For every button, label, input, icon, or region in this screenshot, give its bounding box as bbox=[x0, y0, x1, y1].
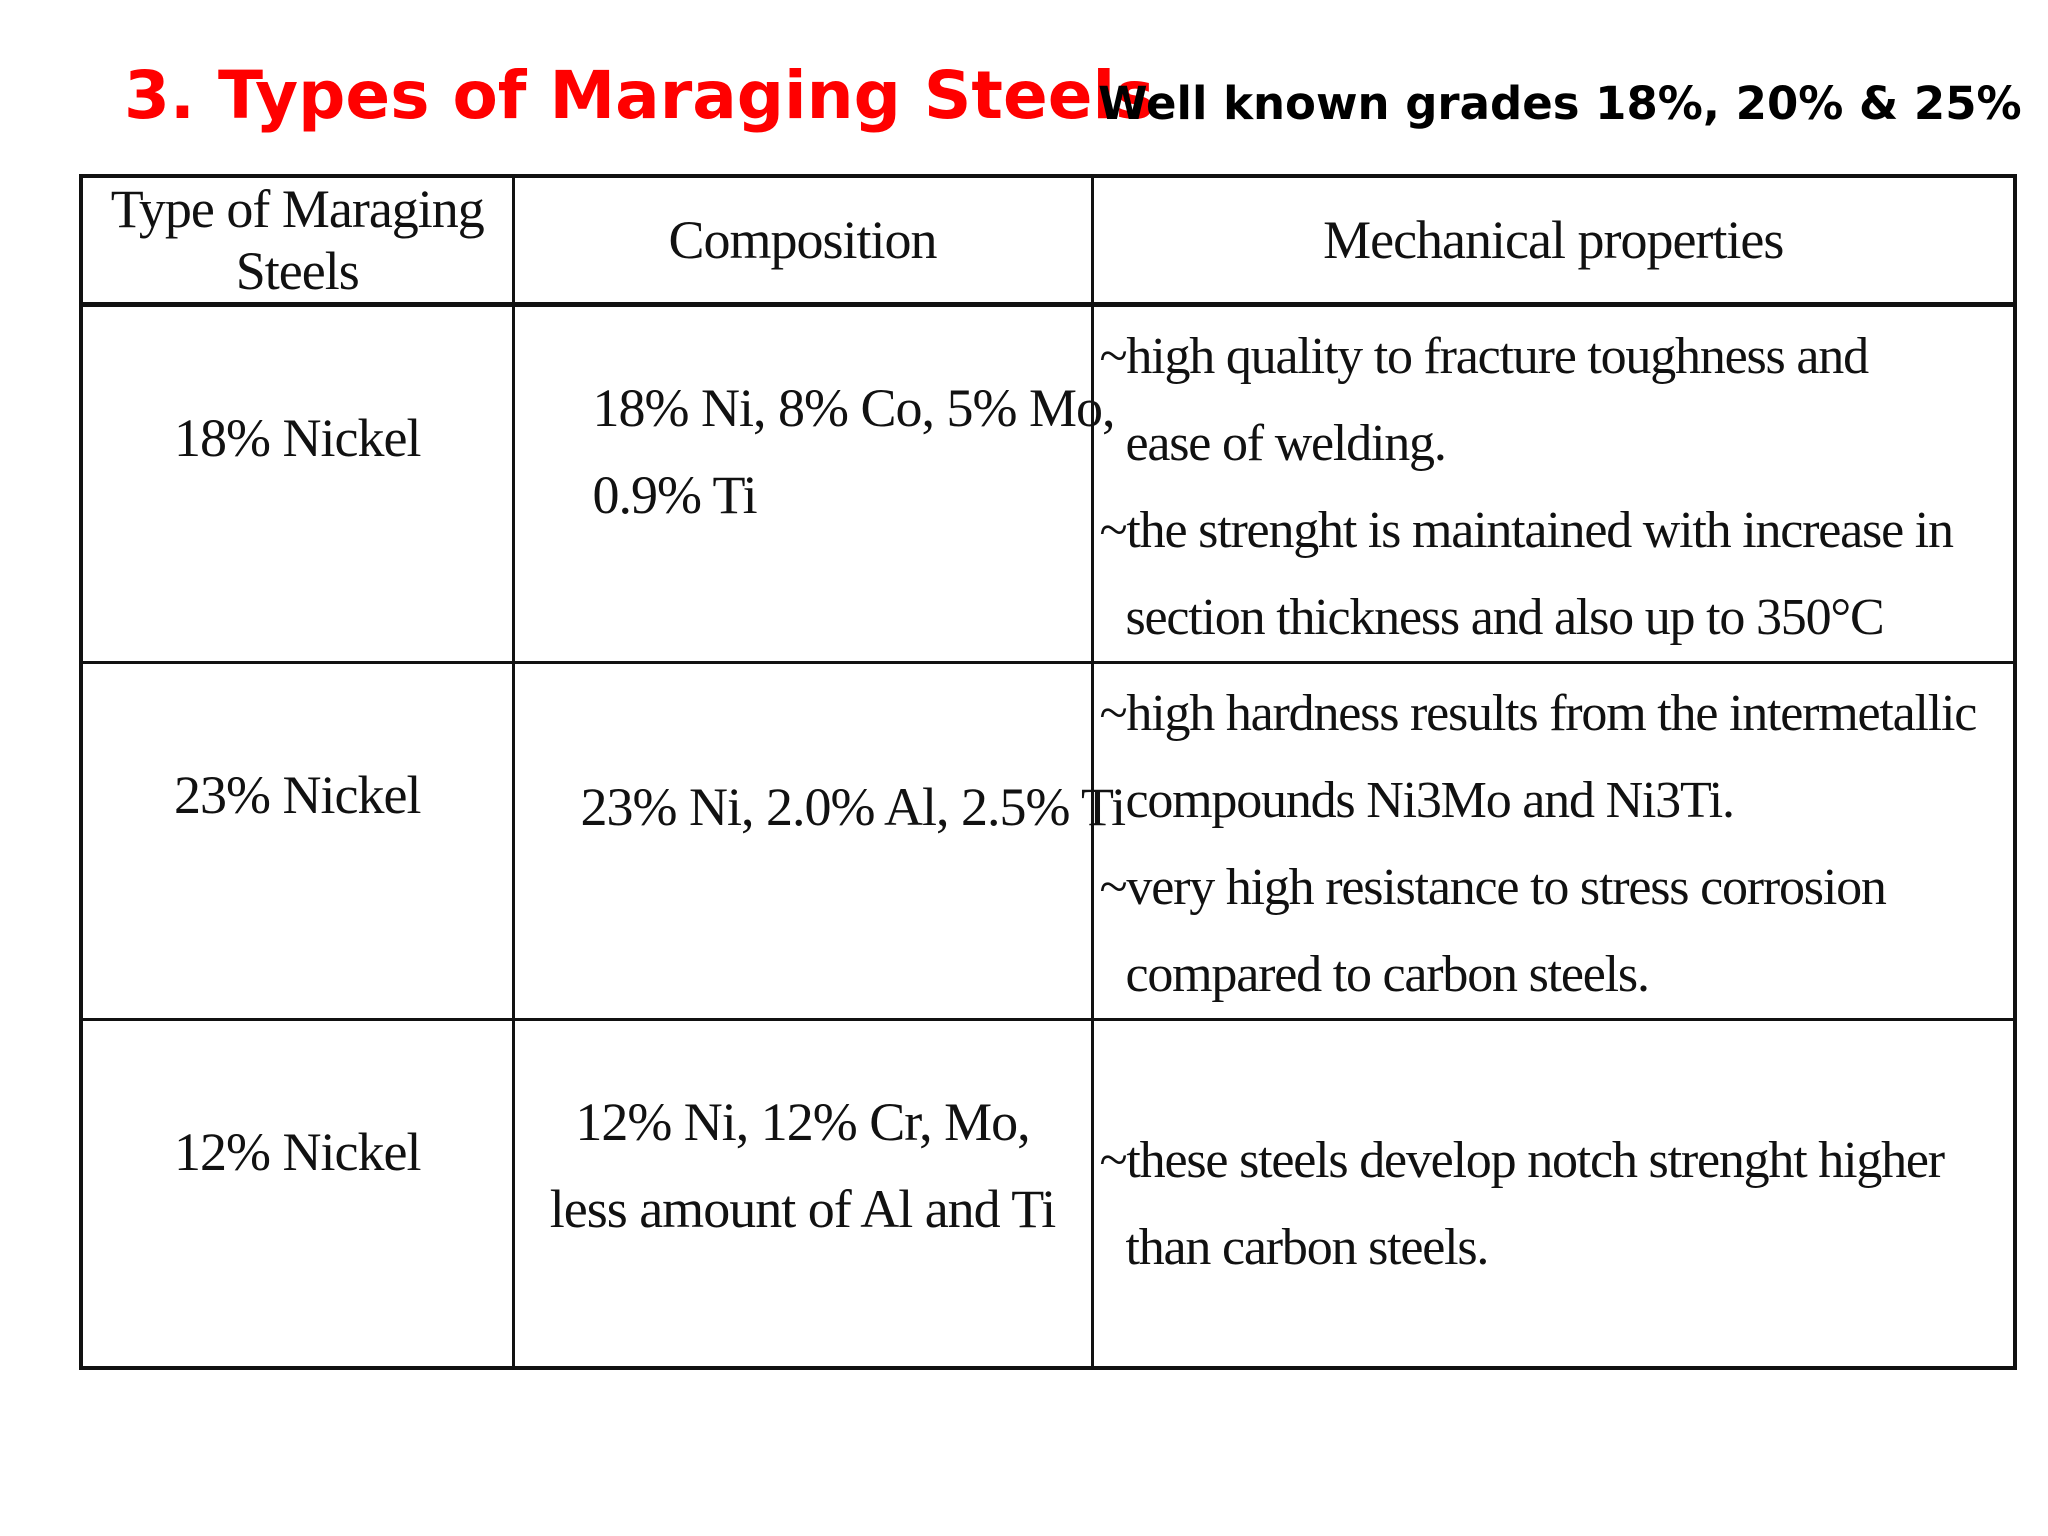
property-line: ease of welding. bbox=[1125, 415, 1447, 472]
table-row: 23% Nickel 23% Ni, 2.0% Al, 2.5% Ti ~hig… bbox=[79, 661, 2017, 1021]
property-line: compounds Ni3Mo and Ni3Ti. bbox=[1125, 772, 1735, 829]
steel-type: 18% Nickel bbox=[174, 408, 421, 468]
properties-cell: ~high hardness results from the intermet… bbox=[1090, 661, 2017, 1021]
properties-cell: ~these steels develop notch strenght hig… bbox=[1090, 1018, 2017, 1369]
property-line: section thickness and also up to 350°C bbox=[1125, 589, 1885, 646]
slide-subtitle: Well known grades 18%, 20% & 25% bbox=[1098, 77, 2022, 130]
composition-cell: 12% Ni, 12% Cr, Mo, less amount of Al an… bbox=[511, 1018, 1094, 1369]
maraging-steels-table: Type of Maraging Steels Composition Mech… bbox=[79, 174, 2017, 1370]
slide-title: 3. Types of Maraging Steels bbox=[124, 57, 1155, 134]
property-line: ~high quality to fracture toughness and bbox=[1099, 328, 1870, 385]
steel-type: 23% Nickel bbox=[174, 765, 421, 825]
table-row: 18% Nickel 18% Ni, 8% Co, 5% Mo, 0.9% Ti… bbox=[79, 303, 2017, 664]
header-type: Type of Maraging Steels bbox=[79, 174, 515, 306]
composition-line: less amount of Al and Ti bbox=[549, 1179, 1057, 1239]
property-line: ~the strenght is maintained with increas… bbox=[1099, 502, 1955, 559]
composition-cell: 18% Ni, 8% Co, 5% Mo, 0.9% Ti bbox=[511, 303, 1116, 664]
table-row: 12% Nickel 12% Ni, 12% Cr, Mo, less amou… bbox=[79, 1018, 2017, 1369]
header-composition: Composition bbox=[511, 174, 1094, 306]
property-line: compared to carbon steels. bbox=[1125, 946, 1650, 1003]
type-cell: 12% Nickel bbox=[79, 1018, 515, 1369]
header-mechanical-properties: Mechanical properties bbox=[1090, 174, 2017, 306]
type-cell: 18% Nickel bbox=[79, 303, 515, 664]
composition-cell: 23% Ni, 2.0% Al, 2.5% Ti bbox=[511, 661, 1127, 1021]
property-line: ~very high resistance to stress corrosio… bbox=[1099, 859, 1887, 916]
composition-line: 18% Ni, 8% Co, 5% Mo, bbox=[592, 378, 1116, 438]
properties-cell: ~high quality to fracture toughness and … bbox=[1090, 303, 2017, 664]
type-cell: 23% Nickel bbox=[79, 661, 515, 1021]
table-header-row: Type of Maraging Steels Composition Mech… bbox=[79, 174, 2017, 306]
steel-type: 12% Nickel bbox=[174, 1122, 421, 1182]
property-line: ~these steels develop notch strenght hig… bbox=[1099, 1132, 1946, 1189]
property-line: than carbon steels. bbox=[1125, 1219, 1490, 1276]
composition-line: 23% Ni, 2.0% Al, 2.5% Ti bbox=[580, 777, 1127, 837]
composition-line: 12% Ni, 12% Cr, Mo, bbox=[575, 1092, 1030, 1152]
composition-line: 0.9% Ti bbox=[592, 465, 758, 525]
property-line: ~high hardness results from the intermet… bbox=[1099, 685, 1978, 742]
